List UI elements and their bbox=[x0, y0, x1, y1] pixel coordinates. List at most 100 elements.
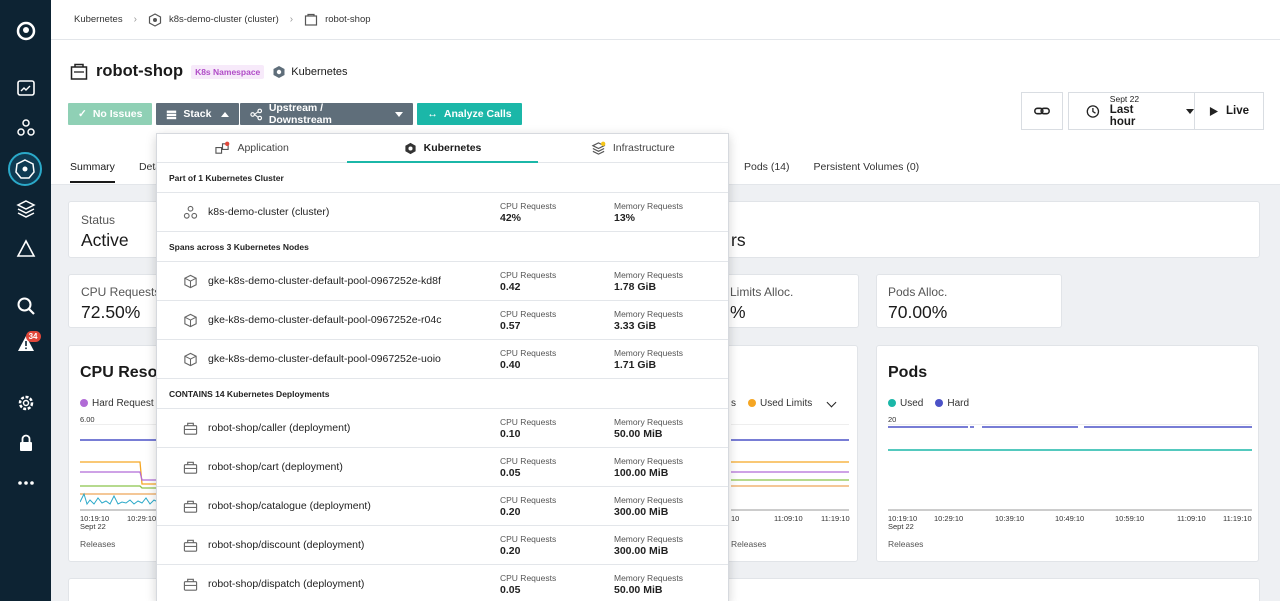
kubernetes-icon bbox=[273, 65, 285, 78]
play-icon bbox=[1209, 106, 1218, 116]
metric-label: Memory Requests bbox=[614, 309, 683, 319]
deployment-row[interactable]: robot-shop/dispatch (deployment) CPU Req… bbox=[157, 565, 728, 601]
cpu-y-max: 6.00 bbox=[80, 415, 95, 424]
node-row[interactable]: gke-k8s-demo-cluster-default-pool-096725… bbox=[157, 262, 728, 301]
releases-label: Releases bbox=[888, 539, 924, 549]
node-icon bbox=[184, 352, 197, 367]
tab-label: Kubernetes bbox=[423, 142, 482, 154]
legend-used[interactable]: Used bbox=[888, 398, 923, 409]
link-icon bbox=[1034, 107, 1050, 115]
stack-label: Stack bbox=[183, 108, 212, 120]
stack-icon[interactable] bbox=[0, 192, 51, 226]
infrastructure-icon bbox=[591, 141, 606, 155]
breadcrumb-cluster[interactable]: k8s-demo-cluster (cluster) bbox=[148, 12, 279, 27]
legend-used-limits[interactable]: Used Limits bbox=[748, 398, 812, 409]
metric-label: Memory Requests bbox=[614, 495, 683, 505]
legend-dot bbox=[80, 399, 88, 408]
instana-logo-icon[interactable] bbox=[0, 14, 51, 48]
deployment-row[interactable]: robot-shop/cart (deployment) CPU Request… bbox=[157, 448, 728, 487]
dropdown-tab-infrastructure[interactable]: Infrastructure bbox=[538, 134, 728, 162]
pods-x-tick: 10:29:10 bbox=[934, 514, 964, 523]
tab-pods[interactable]: Pods (14) bbox=[744, 161, 790, 173]
mid-x-tick: 11:19:10 bbox=[821, 514, 850, 523]
infrastructure-icon[interactable] bbox=[0, 111, 51, 145]
deployments-section-header: CONTAINS 14 Kubernetes Deployments bbox=[157, 379, 728, 409]
memory-value: 300.00 MiB bbox=[614, 545, 669, 557]
technology-label: Kubernetes bbox=[272, 65, 348, 79]
breadcrumb: Kubernetes › k8s-demo-cluster (cluster) … bbox=[51, 0, 1280, 40]
caret-down-icon bbox=[395, 111, 404, 117]
metric-label: Memory Requests bbox=[614, 456, 683, 466]
breadcrumb-namespace[interactable]: robot-shop bbox=[304, 13, 371, 27]
metric-label: CPU Requests bbox=[500, 309, 557, 319]
dropdown-tab-application[interactable]: Application bbox=[157, 134, 347, 162]
cluster-name: k8s-demo-cluster (cluster) bbox=[208, 206, 330, 218]
cpu-x-tick: 10:19:10 bbox=[80, 514, 110, 523]
no-issues-button[interactable]: ✓ No Issues bbox=[68, 103, 153, 125]
legend-hard-request[interactable]: Hard Request bbox=[80, 398, 154, 409]
copy-link-button[interactable] bbox=[1021, 92, 1063, 130]
more-icon[interactable] bbox=[0, 466, 51, 500]
pods-x-tick: 11:19:10 bbox=[1223, 514, 1252, 523]
cpu-value: 42% bbox=[500, 212, 522, 224]
memory-value: 13% bbox=[614, 212, 636, 224]
platform-icon[interactable] bbox=[0, 232, 51, 266]
kubernetes-icon[interactable] bbox=[8, 152, 42, 186]
alert-icon[interactable]: 34 bbox=[0, 329, 51, 363]
deployment-row[interactable]: robot-shop/discount (deployment) CPU Req… bbox=[157, 526, 728, 565]
lock-icon[interactable] bbox=[0, 426, 51, 460]
pods-chart-legend: Used Hard bbox=[888, 398, 969, 409]
status-value: Active bbox=[81, 230, 129, 250]
metric-label: CPU Requests bbox=[500, 534, 557, 544]
limits-alloc-value: % bbox=[730, 302, 746, 322]
timerange-label: Last hour bbox=[1109, 104, 1136, 128]
metric-label: CPU Requests bbox=[500, 417, 557, 427]
cluster-row[interactable]: k8s-demo-cluster (cluster) CPU Requests 4… bbox=[157, 193, 728, 232]
tab-summary[interactable]: Summary bbox=[70, 161, 115, 183]
cluster-icon bbox=[183, 205, 198, 219]
dependencies-icon bbox=[250, 108, 263, 120]
live-button[interactable]: Live bbox=[1194, 92, 1264, 130]
search-icon[interactable] bbox=[0, 289, 51, 323]
node-row[interactable]: gke-k8s-demo-cluster-default-pool-096725… bbox=[157, 340, 728, 379]
releases-label: Releases bbox=[80, 539, 116, 549]
cpu-x-date: Sept 22 bbox=[80, 522, 106, 531]
dropdown-tab-kubernetes[interactable]: Kubernetes bbox=[347, 134, 538, 163]
namespace-icon bbox=[304, 13, 318, 26]
cpu-requests-value: 72.50% bbox=[81, 302, 141, 322]
stack-icon bbox=[167, 110, 177, 119]
legend-hard[interactable]: Hard bbox=[935, 398, 969, 409]
timerange-picker[interactable]: Sept 22 Last hour bbox=[1068, 92, 1195, 130]
metric-label: Memory Requests bbox=[614, 534, 683, 544]
releases-label: Releases bbox=[731, 539, 767, 549]
legend-label: Used Limits bbox=[760, 398, 813, 409]
legend-label: Hard Request bbox=[92, 398, 154, 409]
row-name: gke-k8s-demo-cluster-default-pool-096725… bbox=[208, 275, 441, 287]
pods-x-tick: 10:39:10 bbox=[995, 514, 1025, 523]
chevron-down-icon[interactable] bbox=[826, 397, 837, 407]
settings-icon[interactable] bbox=[0, 386, 51, 420]
legend-dot bbox=[748, 399, 756, 408]
deployment-row[interactable]: robot-shop/catalogue (deployment) CPU Re… bbox=[157, 487, 728, 526]
breadcrumb-kubernetes[interactable]: Kubernetes bbox=[74, 14, 123, 25]
memory-value: 50.00 MiB bbox=[614, 428, 663, 440]
cpu-chart-plot bbox=[80, 424, 160, 511]
tab-details[interactable]: Deta bbox=[138, 161, 162, 173]
cpu-value: 0.05 bbox=[500, 584, 521, 596]
dashboard-icon[interactable] bbox=[0, 71, 51, 105]
upstream-downstream-button[interactable]: Upstream / Downstream bbox=[240, 102, 414, 126]
stack-dropdown-button[interactable]: Stack bbox=[156, 103, 240, 125]
page-title: robot-shop bbox=[96, 62, 184, 80]
check-icon: ✓ bbox=[78, 108, 87, 120]
cpu-value: 0.20 bbox=[500, 545, 521, 557]
node-row[interactable]: gke-k8s-demo-cluster-default-pool-096725… bbox=[157, 301, 728, 340]
technology-name: Kubernetes bbox=[291, 65, 348, 78]
deployment-row[interactable]: robot-shop/caller (deployment) CPU Reque… bbox=[157, 409, 728, 448]
metric-label: Memory Requests bbox=[614, 270, 683, 280]
chevron-right-icon: › bbox=[289, 14, 294, 25]
analyze-calls-button[interactable]: ↔ Analyze Calls bbox=[417, 103, 522, 125]
memory-value: 50.00 MiB bbox=[614, 584, 663, 596]
status-value-2: rs bbox=[731, 230, 746, 250]
cluster-section-header: Part of 1 Kubernetes Cluster bbox=[157, 163, 728, 193]
tab-persistent-volumes[interactable]: Persistent Volumes (0) bbox=[813, 161, 920, 173]
